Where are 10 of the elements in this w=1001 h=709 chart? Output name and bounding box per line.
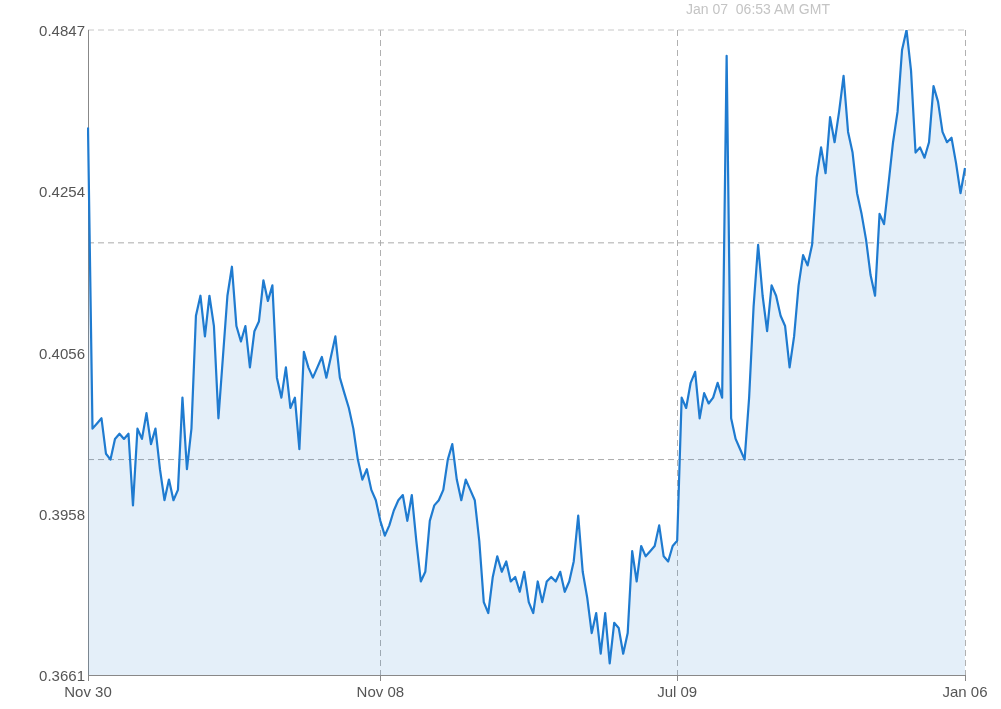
- x-tick-label: Nov 30: [64, 683, 112, 701]
- x-tick-label: Jan 06: [942, 683, 988, 701]
- text: 0.3661: [39, 666, 85, 684]
- text: Jan 07 06:53 AM GMT: [686, 1, 830, 17]
- x-tick-label: Jul 09: [657, 683, 698, 701]
- x-tick-label: Nov 08: [356, 683, 405, 701]
- text: 0.4056: [39, 344, 85, 361]
- text: 0.4847: [39, 21, 85, 39]
- text: 0.4254: [39, 182, 85, 200]
- text: 0.3958: [39, 505, 85, 523]
